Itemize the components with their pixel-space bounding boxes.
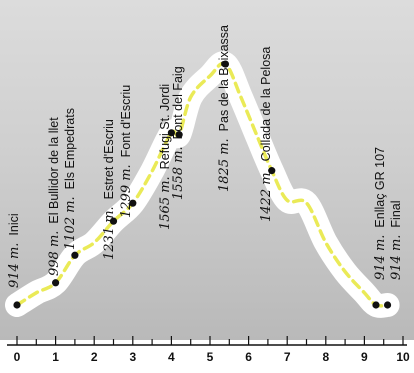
waypoint-marker	[71, 251, 79, 259]
x-axis: 0 1 2 3 4 5 6 7 8 9 10	[7, 336, 410, 364]
waypoint-label: 914 m. Final	[389, 201, 404, 281]
waypoint-label: 914 m. Enllaç GR 107	[373, 147, 388, 280]
x-tick-label: 3	[129, 350, 136, 364]
waypoint-marker	[372, 301, 380, 309]
waypoint-name: Font del Faig	[171, 66, 185, 139]
waypoint-name: Pas de la Boixassa	[217, 25, 231, 131]
waypoint-name: El Bullidor de la llet	[47, 117, 61, 224]
waypoint-altitude: 1231 m.	[102, 206, 117, 260]
waypoint-label: 1422 m. Collada de la Pelosa	[259, 47, 274, 222]
waypoint-label: 998 m. El Bullidor de la llet	[47, 117, 62, 276]
waypoint-altitude: 1558 m.	[171, 146, 186, 200]
waypoint-marker	[109, 217, 118, 225]
x-tick-label: 6	[245, 350, 252, 364]
waypoint-marker	[13, 301, 21, 309]
waypoints-layer	[13, 60, 392, 309]
waypoint-altitude: 1102 m.	[63, 196, 78, 250]
waypoint-name: Els Empedrats	[63, 108, 77, 189]
waypoint-name: Enllaç GR 107	[373, 147, 387, 228]
waypoint-label: 1102 m. Els Empedrats	[63, 108, 78, 250]
waypoint-label: 914 m. Inici	[7, 213, 22, 288]
waypoint-altitude: 1299 m.	[119, 164, 134, 218]
waypoint-label: 1558 m. Font del Faig	[171, 66, 186, 200]
x-tick-label: 5	[207, 350, 214, 364]
waypoint-altitude: 914 m.	[373, 235, 388, 280]
waypoint-name: Final	[389, 201, 403, 228]
profile-layer	[5, 51, 400, 318]
waypoint-name: Refugi St. Jordi	[158, 84, 172, 169]
waypoint-marker	[167, 129, 175, 137]
waypoint-marker	[221, 60, 230, 68]
x-tick-label: 10	[396, 350, 410, 364]
x-tick-label: 4	[168, 350, 175, 364]
waypoint-label: 1825 m. Pas de la Boixassa	[217, 25, 232, 192]
x-tick-label: 1	[52, 350, 59, 364]
waypoint-label: 1231 m. Estret d'Escriu	[102, 119, 117, 260]
x-tick-label: 9	[361, 350, 368, 364]
waypoint-label: 1299 m. Font d'Escriu	[119, 85, 134, 218]
waypoint-altitude: 914 m.	[7, 243, 22, 288]
waypoint-marker	[129, 199, 137, 207]
waypoint-altitude: 1422 m.	[259, 168, 274, 222]
waypoint-altitude: 998 m.	[47, 231, 62, 276]
x-tick-label: 2	[91, 350, 98, 364]
waypoint-name: Inici	[7, 213, 21, 235]
x-tick-label: 8	[322, 350, 329, 364]
route-line	[15, 61, 390, 308]
x-tick-label: 0	[14, 350, 21, 364]
waypoint-marker	[383, 301, 392, 309]
waypoint-name: Collada de la Pelosa	[259, 47, 273, 162]
x-tick-label: 7	[284, 350, 291, 364]
waypoint-marker	[52, 279, 60, 287]
waypoint-altitude: 1825 m.	[217, 138, 232, 192]
waypoint-marker	[268, 167, 276, 175]
waypoint-marker	[175, 131, 183, 139]
waypoint-name: Font d'Escriu	[119, 85, 133, 158]
waypoint-label: 1565 m. Refugi St. Jordi	[158, 84, 173, 230]
waypoint-altitude: 1565 m.	[158, 176, 173, 230]
waypoint-name: Estret d'Escriu	[102, 119, 116, 199]
waypoint-altitude: 914 m.	[389, 235, 404, 280]
